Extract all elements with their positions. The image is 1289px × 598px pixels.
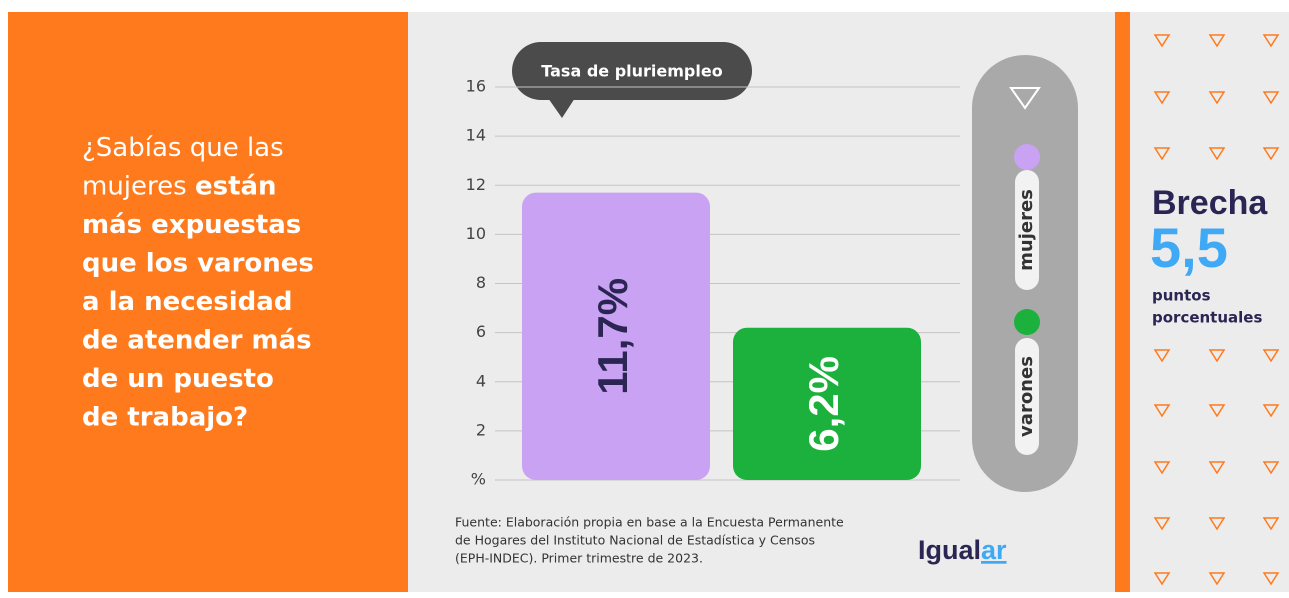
right-panel xyxy=(1130,12,1289,592)
triangle xyxy=(1208,517,1226,531)
question-line: de trabajo? xyxy=(82,402,248,432)
question-segment: más expuestas xyxy=(82,210,301,240)
question-line: ¿Sabías que las xyxy=(82,133,284,163)
y-tick-label: 10 xyxy=(466,224,486,243)
question-line: que los varones xyxy=(82,248,314,278)
triangle xyxy=(1153,147,1171,161)
y-tick-label: 2 xyxy=(476,420,486,439)
logo-part: ar xyxy=(981,535,1007,565)
legend-swatch xyxy=(1014,144,1040,170)
y-tick-label: 14 xyxy=(466,126,486,145)
triangle xyxy=(1153,349,1171,363)
y-tick-label: 8 xyxy=(476,273,486,292)
question-segment: están xyxy=(195,171,277,201)
bar xyxy=(733,327,921,480)
triangle xyxy=(1262,91,1280,105)
triangle xyxy=(1208,91,1226,105)
legend-label: mujeres xyxy=(1016,189,1037,271)
question-line: de un puesto xyxy=(82,364,274,394)
question-line: más expuestas xyxy=(82,210,301,240)
question-segment: ¿Sabías que las xyxy=(82,133,284,163)
y-tick-label: 6 xyxy=(476,322,486,341)
value-label: 6,2% xyxy=(800,356,847,452)
annotation: Tasa de pluriempleo xyxy=(541,62,722,81)
y-tick-label: 4 xyxy=(476,371,486,390)
y-tick-label: 16 xyxy=(466,77,486,96)
legend-label: varones xyxy=(1016,356,1037,437)
source-line: (EPH-INDEC). Primer trimestre de 2023. xyxy=(455,551,703,566)
value-label: 11,7% xyxy=(589,278,636,395)
left-panel xyxy=(8,12,408,592)
question-line: de atender más xyxy=(82,325,312,355)
triangle xyxy=(1262,34,1280,48)
triangle xyxy=(1208,349,1226,363)
question-segment: a la necesidad xyxy=(82,287,292,317)
triangle xyxy=(1208,461,1226,475)
logo: Igualar xyxy=(918,535,1007,565)
question-segment: de atender más xyxy=(82,325,312,355)
triangle xyxy=(1208,147,1226,161)
triangle xyxy=(1262,517,1280,531)
gap-unit: porcentuales xyxy=(1152,309,1262,327)
triangle xyxy=(1262,147,1280,161)
triangle xyxy=(1153,572,1171,586)
triangle xyxy=(1262,572,1280,586)
legend-swatch xyxy=(1014,309,1040,335)
source-line: de Hogares del Instituto Nacional de Est… xyxy=(455,533,815,548)
bar xyxy=(522,192,710,480)
source-line: Fuente: Elaboración propia en base a la … xyxy=(455,515,844,530)
annotation-tail xyxy=(548,98,575,118)
annotation-bubble xyxy=(512,42,752,100)
triangle xyxy=(1153,91,1171,105)
gap-value: 5,5 xyxy=(1150,216,1228,279)
question-line: mujeres están xyxy=(82,171,277,201)
question-segment: de trabajo? xyxy=(82,402,248,432)
triangle xyxy=(1208,572,1226,586)
y-tick-label: % xyxy=(471,470,486,489)
question-segment: de un puesto xyxy=(82,364,274,394)
gap-title: Brecha xyxy=(1152,184,1268,222)
triangle xyxy=(1153,461,1171,475)
triangle xyxy=(1208,404,1226,418)
triangle xyxy=(1262,349,1280,363)
y-tick-label: 12 xyxy=(466,175,486,194)
legend-label-bg xyxy=(1015,170,1039,290)
legend-label-bg xyxy=(1015,338,1039,455)
triangle xyxy=(1262,461,1280,475)
question-segment: que los varones xyxy=(82,248,314,278)
triangle xyxy=(1208,34,1226,48)
stripe xyxy=(1115,12,1130,592)
triangle xyxy=(1153,34,1171,48)
decoration xyxy=(1153,34,1280,586)
question-segment: mujeres xyxy=(82,171,195,201)
legend-icon xyxy=(1009,87,1041,110)
logo-part: Igual xyxy=(918,535,981,565)
triangle xyxy=(1153,404,1171,418)
triangle xyxy=(1262,404,1280,418)
gap-unit: puntos xyxy=(1152,287,1211,305)
triangle xyxy=(1153,517,1171,531)
question-line: a la necesidad xyxy=(82,287,292,317)
